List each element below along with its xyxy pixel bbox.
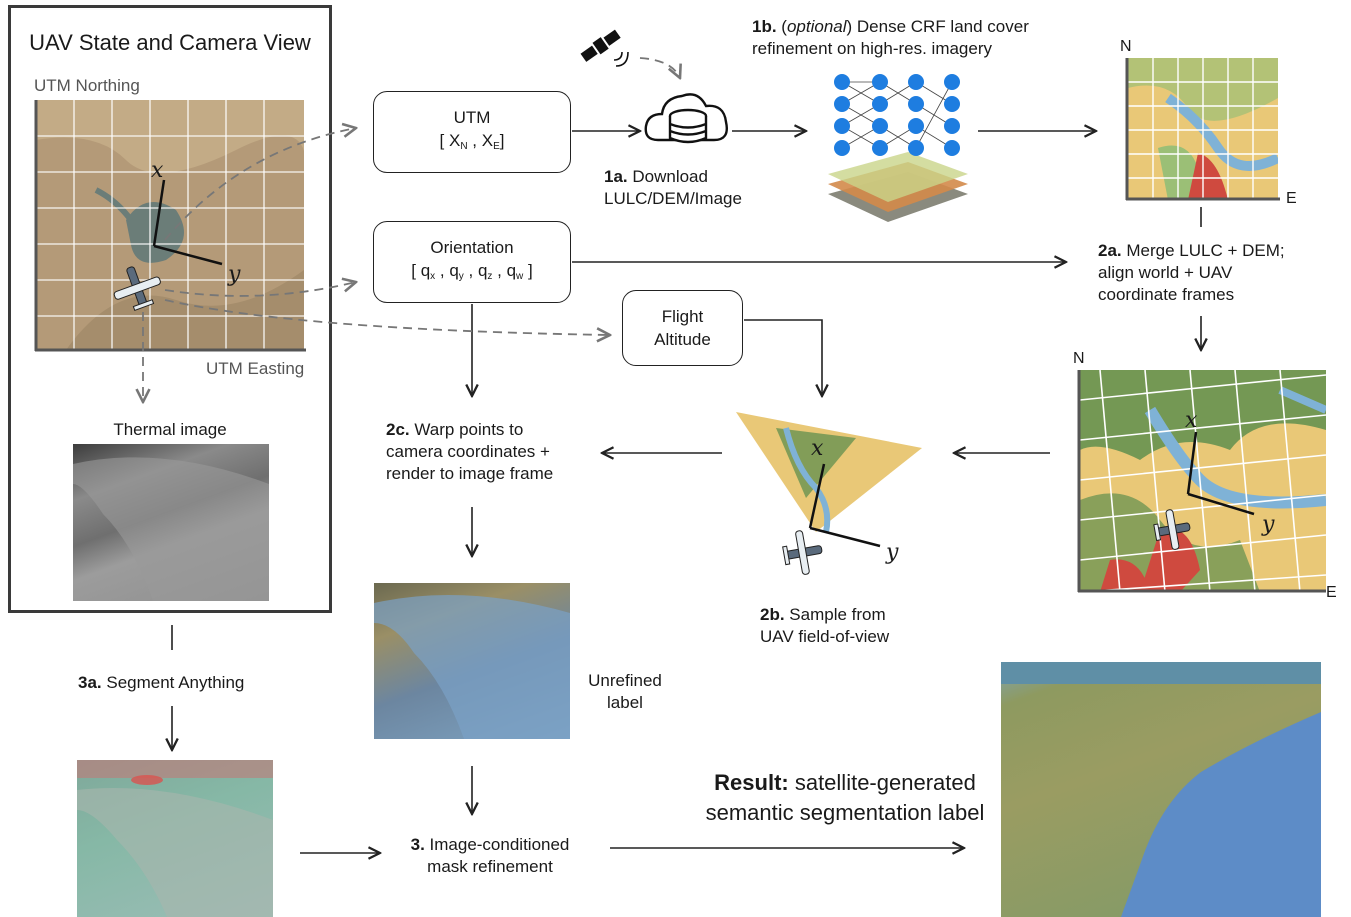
thermal-image: [73, 444, 269, 601]
unrefined-label-text: Unrefined label: [588, 671, 662, 712]
fov-y-axis-label: y: [886, 540, 899, 565]
unrefined-label-image: [374, 583, 570, 739]
satellite-icon: [580, 29, 629, 67]
result-segmentation-image: [1001, 662, 1321, 917]
result-text: Result: satellite-generated semantic seg…: [705, 770, 985, 825]
satellite-map-image: [36, 100, 304, 350]
utm-node-title: UTM: [453, 108, 491, 127]
step-1b-text: 1b. (optional) Dense CRF land cover refi…: [752, 17, 1029, 58]
step-3a-text: 3a. Segment Anything: [78, 673, 245, 692]
map2-east-label: E: [1326, 584, 1337, 601]
orientation-node-title: Orientation: [430, 238, 514, 257]
sam-segmentation-image: [77, 760, 273, 917]
orientation-node: Orientation [ qx , qy , qz , qw ]: [373, 221, 571, 303]
utm-northing-label: UTM Northing: [34, 76, 140, 95]
lulc-map-aligned: [1080, 370, 1326, 592]
map1-north-label: N: [1120, 38, 1132, 55]
fov-x-axis-label: x: [811, 436, 824, 461]
dense-crf-network-icon: [828, 74, 968, 222]
utm-node-coords: [ XN , XE]: [439, 131, 505, 152]
orientation-node-quaternion: [ qx , qy , qz , qw ]: [411, 261, 533, 282]
step-2b-text: 2b. Sample from UAV field-of-view: [760, 605, 890, 646]
map2-y-axis-label: y: [1262, 512, 1275, 537]
step-2c-text: 2c. Warp points to camera coordinates + …: [386, 420, 554, 483]
cloud-database-icon: [644, 93, 728, 144]
panel-x-axis-label: x: [151, 158, 164, 183]
fov-triangle-map: [736, 412, 922, 533]
altitude-line1: Flight: [661, 307, 704, 326]
map1-east-label: E: [1286, 190, 1297, 207]
map2-x-axis-label: x: [1185, 408, 1198, 433]
utm-easting-label: UTM Easting: [206, 359, 305, 378]
flight-altitude-node: Flight Altitude: [622, 290, 743, 366]
utm-node: UTM [ XN , XE]: [373, 91, 571, 173]
step-2a-text: 2a. Merge LULC + DEM; align world + UAV …: [1098, 241, 1285, 304]
map2-north-label: N: [1073, 350, 1085, 367]
panel-y-axis-label: y: [228, 262, 241, 287]
altitude-line2: Altitude: [654, 330, 711, 349]
panel-title: UAV State and Camera View: [29, 30, 311, 55]
thermal-image-label: Thermal image: [113, 420, 227, 439]
step-1a-text: 1a. Download LULC/DEM/Image: [604, 167, 742, 208]
uav-state-panel: UAV State and Camera View: [8, 5, 332, 613]
lulc-map-top: [1128, 58, 1278, 200]
step-3-text: 3. Image-conditioned mask refinement: [410, 835, 570, 876]
